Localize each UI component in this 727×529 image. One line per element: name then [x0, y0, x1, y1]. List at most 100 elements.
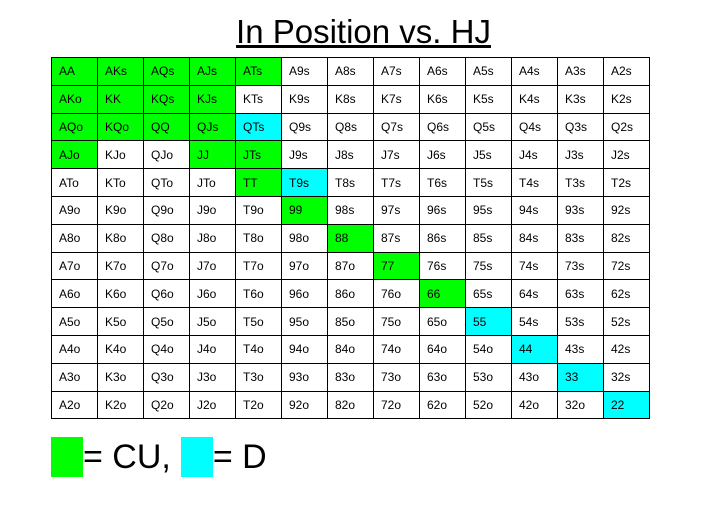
hand-cell: ATo [51, 168, 98, 197]
hand-cell: 95s [465, 195, 512, 225]
grid-row: A5o K5o Q5o J5o T5o 95o 85o 75o 65o 55 54s 53s 52s [51, 307, 650, 336]
hand-cell: 76o [373, 279, 420, 309]
hand-cell: AJo [51, 140, 98, 170]
hand-cell: KTo [97, 168, 144, 197]
hand-cell: A9o [51, 195, 98, 225]
hand-cell: J5s [465, 140, 512, 170]
hand-cell: K7o [97, 251, 144, 281]
hand-cell: 92s [603, 195, 650, 225]
hand-cell: T2o [235, 390, 282, 420]
hand-cell: 66 [419, 279, 466, 309]
hand-cell: K2o [97, 390, 144, 420]
hand-cell: QTo [143, 168, 190, 197]
grid-row: AQo KQo QQ QJs QTs Q9s Q8s Q7s Q6s Q5s Q4s Q3s Q2s [51, 112, 650, 142]
cu-swatch [51, 437, 83, 477]
hand-cell: K9o [97, 195, 144, 225]
hand-cell: 98o [281, 223, 328, 253]
hand-cell: AA [51, 57, 98, 86]
hand-cell: 97o [281, 251, 328, 281]
hand-cell: 44 [511, 334, 558, 364]
hand-cell: 93o [281, 362, 328, 392]
hand-cell: J8o [189, 223, 236, 253]
chart-title: In Position vs. HJ [236, 13, 491, 50]
hand-cell: 82s [603, 223, 650, 253]
hand-cell: Q9o [143, 195, 190, 225]
hand-cell: 65o [419, 307, 466, 336]
grid-row: A9o K9o Q9o J9o T9o 99 98s 97s 96s 95s 94s 93s 92s [51, 195, 650, 225]
hand-cell: K9s [281, 84, 328, 114]
hand-cell: AQs [143, 57, 190, 86]
hand-cell: 33 [557, 362, 604, 392]
hand-cell: T4s [511, 168, 558, 197]
hand-cell: Q7s [373, 112, 420, 142]
grid-row: A8o K8o Q8o J8o T8o 98o 88 87s 86s 85s 84s 83s 82s [51, 223, 650, 253]
hand-cell: Q7o [143, 251, 190, 281]
hand-cell: Q2o [143, 390, 190, 420]
hand-cell: 96o [281, 279, 328, 309]
hand-cell: 52s [603, 307, 650, 336]
hand-cell: J5o [189, 307, 236, 336]
hand-cell: K5s [465, 84, 512, 114]
cu-legend-label: = CU, [83, 437, 171, 476]
hand-cell: K7s [373, 84, 420, 114]
hand-cell: 84o [327, 334, 374, 364]
legend: = CU, = D [51, 437, 267, 477]
hand-cell: T8o [235, 223, 282, 253]
hand-cell: Q6s [419, 112, 466, 142]
hand-cell: KQs [143, 84, 190, 114]
hand-cell: 53o [465, 362, 512, 392]
grid-row: A4o K4o Q4o J4o T4o 94o 84o 74o 64o 54o 44 43s 42s [51, 334, 650, 364]
hand-cell: 32s [603, 362, 650, 392]
hand-cell: 65s [465, 279, 512, 309]
hand-cell: Q4o [143, 334, 190, 364]
hand-cell: 63o [419, 362, 466, 392]
grid-row: AKo KK KQs KJs KTs K9s K8s K7s K6s K5s K4s K3s K2s [51, 84, 650, 114]
hand-cell: 64o [419, 334, 466, 364]
hand-cell: 98s [327, 195, 374, 225]
hand-cell: 82o [327, 390, 374, 420]
hand-cell: 63s [557, 279, 604, 309]
hand-cell: JTs [235, 140, 282, 170]
hand-cell: K4o [97, 334, 144, 364]
hand-cell: 74o [373, 334, 420, 364]
hand-cell: A2s [603, 57, 650, 86]
hand-cell: K8o [97, 223, 144, 253]
hand-cell: J9s [281, 140, 328, 170]
hand-cell: KK [97, 84, 144, 114]
hand-cell: A8s [327, 57, 374, 86]
hand-cell: 73s [557, 251, 604, 281]
grid-row: ATo KTo QTo JTo TT T9s T8s T7s T6s T5s T4s T3s T2s [51, 168, 650, 197]
hand-cell: 43s [557, 334, 604, 364]
hand-cell: 72o [373, 390, 420, 420]
hand-cell: 55 [465, 307, 512, 336]
hand-cell: TT [235, 168, 282, 197]
grid-row: A3o K3o Q3o J3o T3o 93o 83o 73o 63o 53o 43o 33 32s [51, 362, 650, 392]
hand-cell: 73o [373, 362, 420, 392]
hand-cell: K8s [327, 84, 374, 114]
hand-cell: Q8s [327, 112, 374, 142]
hand-cell: A6o [51, 279, 98, 309]
hand-cell: 74s [511, 251, 558, 281]
hand-cell: A5s [465, 57, 512, 86]
hand-cell: 88 [327, 223, 374, 253]
hand-cell: 86s [419, 223, 466, 253]
hand-cell: QJo [143, 140, 190, 170]
hand-cell: J7s [373, 140, 420, 170]
hand-cell: A8o [51, 223, 98, 253]
hand-cell: K2s [603, 84, 650, 114]
hand-cell: T8s [327, 168, 374, 197]
hand-cell: 52o [465, 390, 512, 420]
hand-cell: 83s [557, 223, 604, 253]
hand-cell: QJs [189, 112, 236, 142]
hand-cell: A7s [373, 57, 420, 86]
hand-cell: Q9s [281, 112, 328, 142]
hand-cell: 87s [373, 223, 420, 253]
hand-cell: 75o [373, 307, 420, 336]
hand-cell: 85o [327, 307, 374, 336]
hand-cell: AQo [51, 112, 98, 142]
hand-cell: J9o [189, 195, 236, 225]
hand-cell: 97s [373, 195, 420, 225]
hand-cell: 86o [327, 279, 374, 309]
grid-row: AJo KJo QJo JJ JTs J9s J8s J7s J6s J5s J4s J3s J2s [51, 140, 650, 170]
hand-cell: J8s [327, 140, 374, 170]
